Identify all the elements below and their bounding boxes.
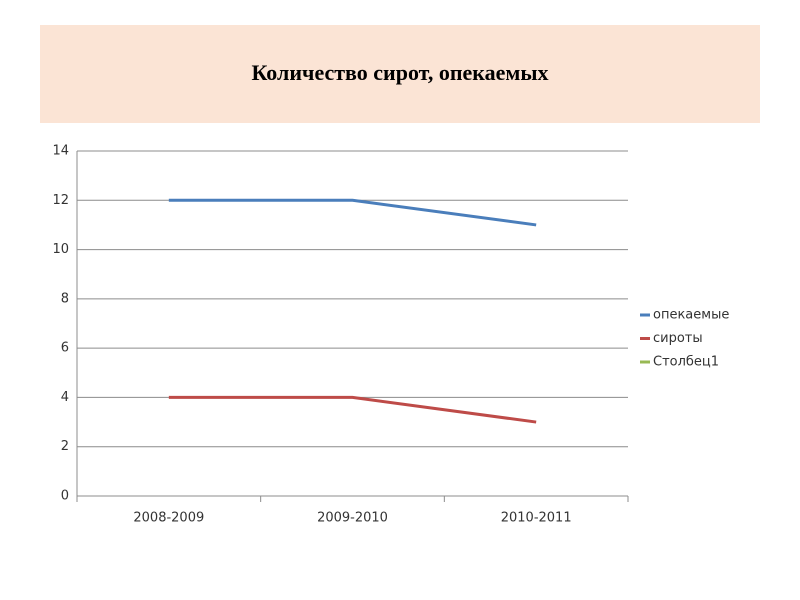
- y-tick-label: 6: [61, 341, 69, 356]
- y-tick-label: 4: [61, 390, 69, 405]
- x-tick-label: 2010-2011: [501, 511, 572, 526]
- x-tick-label: 2008-2009: [133, 511, 204, 526]
- y-tick-label: 2: [61, 439, 69, 454]
- legend-label: Столбец1: [653, 355, 719, 370]
- legend-label: опекаемые: [653, 308, 729, 323]
- y-tick-label: 14: [52, 144, 69, 159]
- y-tick-label: 10: [52, 242, 69, 257]
- series-line: [168, 395, 537, 424]
- legend-label: сироты: [653, 331, 703, 346]
- chart-title: Количество сирот, опекаемых: [251, 60, 548, 85]
- x-tick-label: 2009-2010: [317, 511, 388, 526]
- y-tick-label: 8: [61, 291, 69, 306]
- series-line: [168, 198, 537, 227]
- y-tick-label: 0: [61, 489, 69, 504]
- title-banner: [40, 25, 760, 123]
- y-tick-label: 12: [52, 193, 69, 208]
